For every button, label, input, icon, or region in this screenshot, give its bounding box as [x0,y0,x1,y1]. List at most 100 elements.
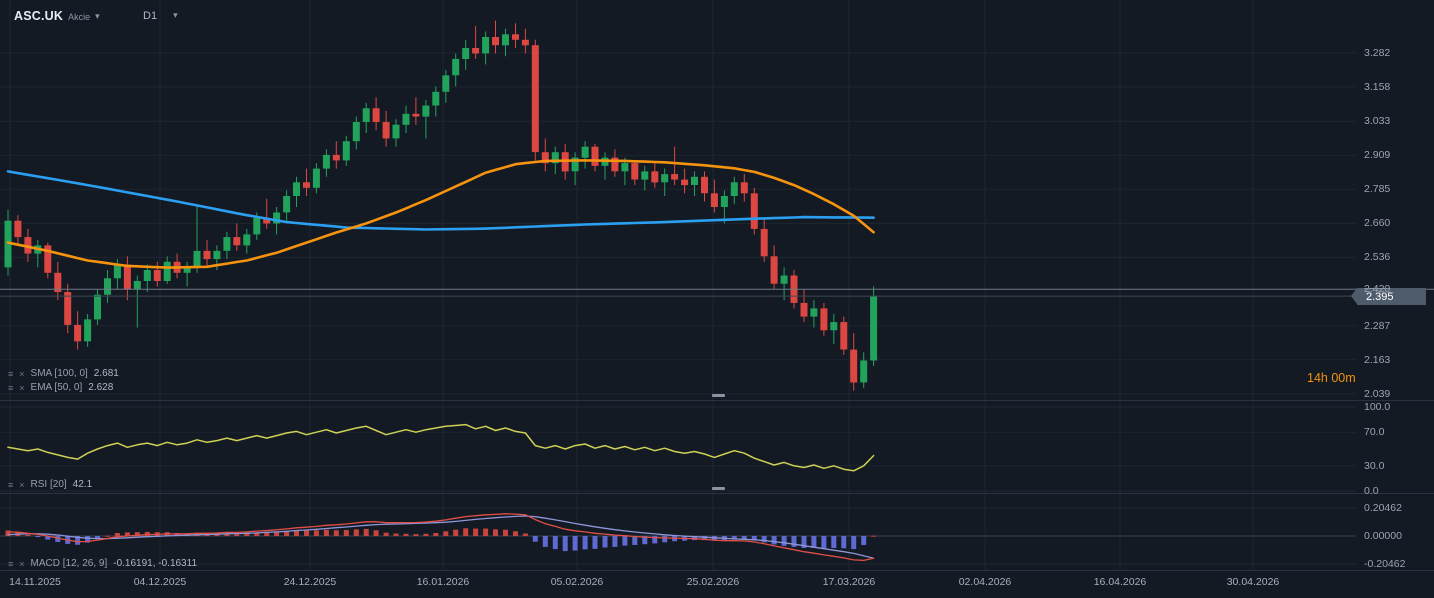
timeframe-selector[interactable]: D1 ▾ [143,9,178,23]
candle-body [153,270,161,281]
rsi-axis-label: 70.0 [1364,426,1385,439]
rsi-indicator-label: RSI [20] [30,479,67,490]
candle-body [342,141,350,161]
candle-body [24,237,32,254]
macd-histogram-bar [463,528,469,536]
candle-body [701,176,708,194]
macd-histogram-bar [433,533,439,536]
candle-body [382,122,390,139]
candle-body [203,250,211,260]
indicator-remove-icon[interactable]: × [19,382,25,393]
macd-histogram-bar [353,529,359,536]
macd-histogram-bar [532,536,538,542]
timeframe-dropdown-caret[interactable]: ▾ [173,9,178,20]
macd-histogram-bar [35,536,41,538]
candle-body [352,122,360,142]
macd-histogram-bar [751,536,757,541]
macd-indicator-value: -0.16191, -0.16311 [113,558,198,569]
indicator-remove-icon[interactable]: × [19,368,25,379]
macd-signal-line [7,515,875,559]
macd-histogram-bar [473,528,479,536]
price-level-label: 2.420 [1364,283,1391,296]
ema-indicator-label: EMA [50, 0] [30,382,83,393]
sma-indicator-row: ≡ × SMA [100, 0] 2.681 [8,367,119,380]
pane-collapse-handle[interactable] [712,394,725,397]
macd-histogram-bar [25,534,31,536]
sma-indicator-label: SMA [100, 0] [30,368,88,379]
candle-body [432,91,440,106]
macd-histogram-bar [114,533,120,536]
candle-body [740,182,748,194]
candle-body [691,176,698,185]
candle-body [133,281,141,290]
candle-body [44,245,52,273]
macd-histogram-bar [761,536,767,543]
candle-body [402,113,410,125]
indicator-settings-icon[interactable]: ≡ [8,558,14,569]
candle-body [551,152,559,164]
macd-histogram-bar [542,536,548,547]
candle-body [452,58,460,76]
candle-body [800,302,808,317]
candle-body [641,171,649,180]
macd-histogram-bar [85,536,91,543]
candle-body [183,267,191,273]
candle-body [104,278,111,295]
candle-body [541,152,549,164]
indicator-settings-icon[interactable]: ≡ [8,479,14,490]
time-axis-label: 24.12.2025 [283,576,337,588]
time-axis-label: 04.12.2025 [133,576,187,588]
candle-body [4,220,12,268]
candle-body [502,34,509,46]
macd-histogram-bar [55,536,61,542]
macd-histogram-bar [5,530,11,536]
time-axis-label: 14.11.2025 [9,576,61,588]
macd-histogram-bar [503,529,508,536]
macd-histogram-bar [383,532,389,536]
macd-histogram-bar [284,531,290,536]
macd-histogram-bar [363,528,369,536]
macd-histogram-bar [443,531,449,536]
indicator-settings-icon[interactable]: ≡ [8,368,14,379]
ema-indicator-value: 2.628 [88,382,114,393]
macd-axis-label: 0.00000 [1364,530,1402,542]
candle-body [621,163,629,172]
symbol-selector[interactable]: ASC.UK Akcie ▾ [14,9,100,23]
macd-histogram-bar [741,536,747,540]
indicator-remove-icon[interactable]: × [19,479,25,490]
sma-line [6,170,875,231]
ema-indicator-row: ≡ × EMA [50, 0] 2.628 [8,381,113,394]
indicator-remove-icon[interactable]: × [19,558,25,569]
candle-body [84,319,92,342]
rsi-axis-label: 0.0 [1364,485,1379,497]
sma-indicator-value: 2.681 [93,368,119,379]
indicator-settings-icon[interactable]: ≡ [8,382,14,393]
candle-body [482,37,490,54]
pane-collapse-handle[interactable] [712,487,725,490]
macd-histogram-bar [413,534,419,536]
rsi-indicator-row: ≡ × RSI [20] 42.1 [8,478,92,491]
candle-body [860,360,868,383]
macd-histogram-bar [95,536,100,539]
macd-histogram-bar [313,530,319,536]
candle-body [830,322,838,331]
current-price-value: 2.395 [1366,290,1394,303]
macd-histogram-bar [393,533,399,536]
symbol-dropdown-caret[interactable]: ▾ [95,11,100,21]
candle-body [64,292,72,325]
candle-body [462,48,470,59]
candle-body [163,261,171,281]
macd-histogram-bar [373,530,379,536]
macd-histogram-bar [134,532,140,536]
price-axis-label: 2.039 [1364,387,1391,400]
candle-body [113,264,121,279]
candle-body [283,196,291,213]
candle-body [233,237,241,246]
macd-histogram-bar [662,536,668,543]
macd-histogram-bar [801,536,807,548]
macd-histogram-bar [343,530,349,536]
macd-histogram-bar [493,529,498,536]
candle-body [521,39,529,46]
